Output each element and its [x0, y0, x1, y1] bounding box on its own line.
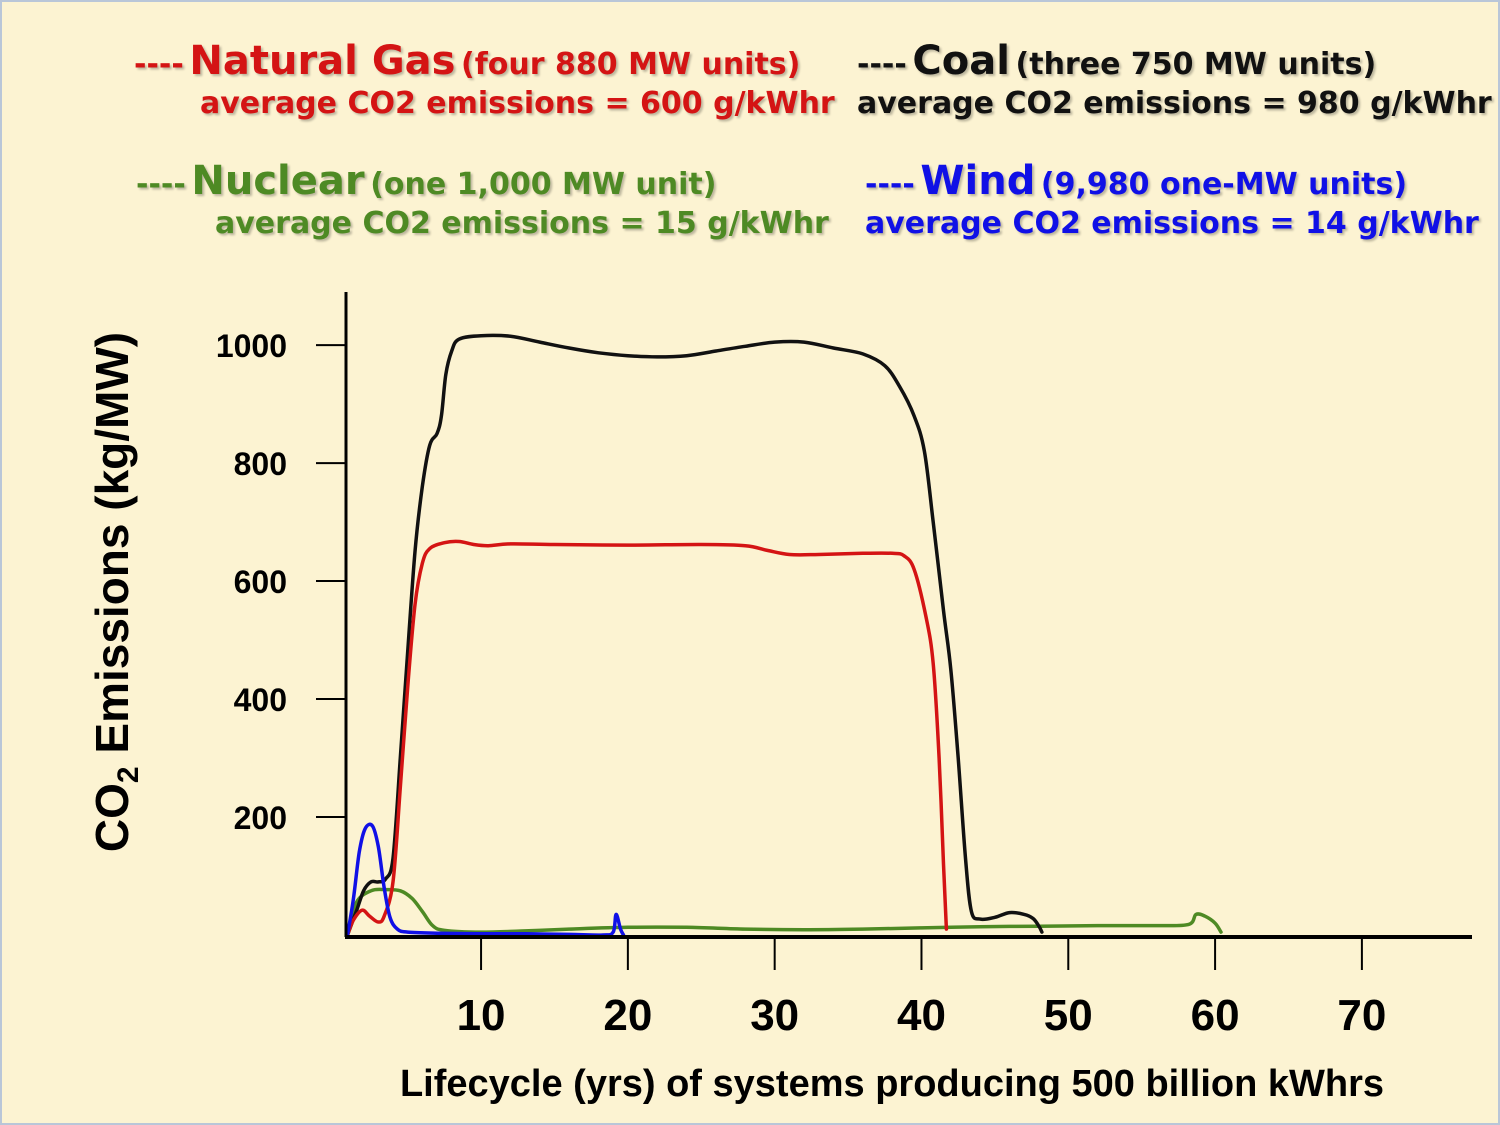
legend-nuclear: ---- Nuclear (one 1,000 MW unit) average… [136, 158, 829, 241]
x-tick-label: 70 [1337, 991, 1386, 1040]
legend-name: Natural Gas [189, 38, 456, 84]
x-axis-ticks: 10 20 30 40 50 60 70 [457, 937, 1386, 1040]
legend-emissions: average CO2 emissions = 14 g/kWhr [865, 206, 1479, 241]
legend-units: (9,980 one-MW units) [1040, 167, 1408, 202]
legend-units: (three 750 MW units) [1015, 47, 1377, 82]
x-tick-label: 20 [603, 991, 652, 1040]
y-tick-label: 200 [234, 800, 287, 836]
legend-emissions: average CO2 emissions = 15 g/kWhr [215, 206, 829, 241]
series-line-gas [345, 539, 949, 937]
series-line-wind [345, 822, 626, 937]
y-tick-label: 1000 [216, 328, 287, 364]
legend-name: Coal [912, 38, 1010, 84]
legend-units: (four 880 MW units) [461, 47, 801, 82]
legend-units: (one 1,000 MW unit) [370, 167, 717, 202]
legend-natural-gas: ---- Natural Gas (four 880 MW units) ave… [134, 38, 835, 121]
x-tick-label: 30 [750, 991, 799, 1040]
legend-coal: ---- Coal (three 750 MW units) average C… [857, 38, 1492, 121]
y-tick-label: 400 [234, 682, 287, 718]
legend-dash: ---- [857, 47, 907, 82]
x-tick-label: 40 [897, 991, 946, 1040]
x-axis-label: Lifecycle (yrs) of systems producing 500… [400, 1063, 1384, 1105]
y-axis-label: CO2 Emissions (kg/MW) [86, 332, 145, 852]
series-lines [345, 333, 1223, 937]
x-tick-label: 10 [457, 991, 506, 1040]
y-tick-label: 800 [234, 446, 287, 482]
x-tick-label: 50 [1044, 991, 1093, 1040]
legend-name: Nuclear [191, 158, 365, 204]
legend-dash: ---- [134, 47, 184, 82]
legend-wind: ---- Wind (9,980 one-MW units) average C… [865, 158, 1479, 241]
y-axis-label-suffix: Emissions (kg/MW) [86, 332, 138, 766]
legend-dash: ---- [136, 167, 186, 202]
legend-emissions: average CO2 emissions = 980 g/kWhr [857, 86, 1492, 121]
x-tick-label: 60 [1191, 991, 1240, 1040]
y-axis-label-subscript: 2 [112, 766, 145, 783]
y-axis-label-prefix: CO [86, 783, 138, 852]
y-tick-label: 600 [234, 564, 287, 600]
legend-name: Wind [920, 158, 1036, 204]
y-axis-ticks: 200 400 600 800 1000 [216, 328, 346, 836]
legend-emissions: average CO2 emissions = 600 g/kWhr [200, 86, 835, 121]
series-line-coal [345, 333, 1044, 937]
series-line-nuclear [345, 887, 1223, 937]
legend-dash: ---- [865, 167, 915, 202]
